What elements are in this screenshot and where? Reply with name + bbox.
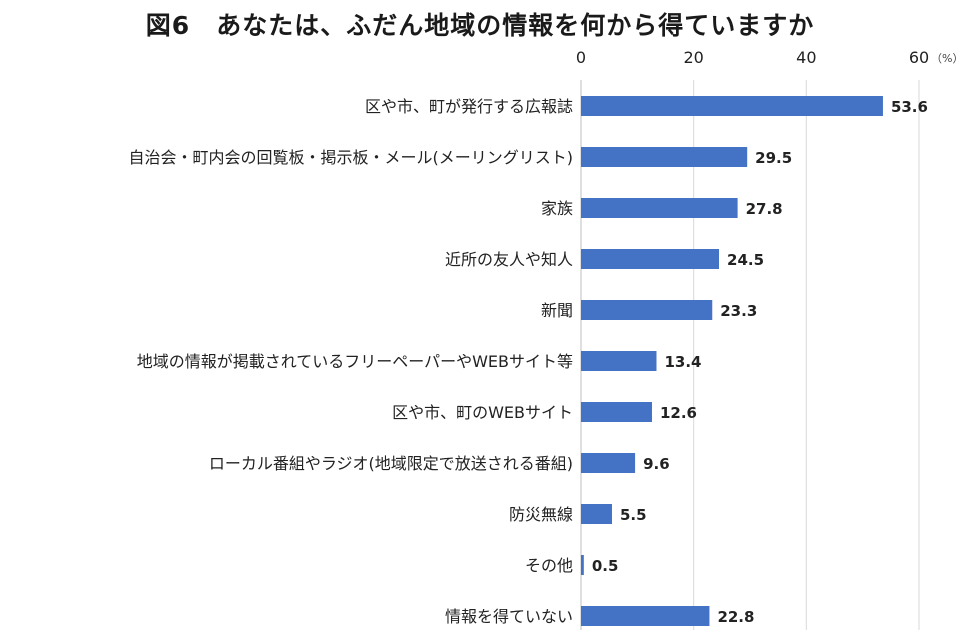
gridlines — [580, 80, 920, 630]
category-label: その他 — [525, 556, 573, 575]
x-tick-label: 40 — [796, 48, 816, 67]
value-label: 27.8 — [746, 200, 783, 218]
bar — [581, 96, 883, 116]
bar — [581, 147, 748, 167]
category-label: 防災無線 — [509, 505, 573, 524]
axis-unit-label: （%） — [931, 52, 960, 65]
category-label: 区や市、町が発行する広報誌 — [365, 97, 573, 116]
value-label: 5.5 — [620, 506, 647, 524]
value-labels: 53.6 29.5 27.8 24.5 23.3 13.4 12.6 9.6 5.5 0.5 22.… — [592, 98, 928, 626]
category-label: ローカル番組やラジオ(地域限定で放送される番組) — [209, 454, 573, 473]
value-label: 29.5 — [755, 149, 792, 167]
x-tick-label: 60 — [909, 48, 929, 67]
axis-tick-labels: 0 20 40 60（%） — [576, 48, 960, 67]
x-tick-label: 0 — [576, 48, 586, 67]
category-labels: 区や市、町が発行する広報誌自治会・町内会の回覧板・掲示板・メール(メーリングリス… — [129, 97, 574, 626]
category-label: 新聞 — [541, 301, 573, 320]
category-label: 自治会・町内会の回覧板・掲示板・メール(メーリングリスト) — [129, 148, 574, 167]
x-tick-label: 20 — [683, 48, 703, 67]
category-label: 近所の友人や知人 — [445, 250, 573, 269]
value-label: 24.5 — [727, 251, 764, 269]
bar — [581, 606, 710, 626]
value-label: 53.6 — [891, 98, 928, 116]
category-label: 区や市、町のWEBサイト — [392, 403, 573, 422]
category-label: 情報を得ていない — [445, 607, 573, 626]
bar — [581, 300, 713, 320]
bars — [581, 96, 883, 626]
bar — [581, 249, 720, 269]
bar — [581, 402, 652, 422]
category-label: 家族 — [541, 199, 573, 218]
value-label: 12.6 — [660, 404, 697, 422]
bar — [581, 351, 657, 371]
category-label: 地域の情報が掲載されているフリーペーパーやWEBサイト等 — [137, 352, 573, 371]
bar — [581, 453, 636, 473]
value-label: 13.4 — [664, 353, 701, 371]
bar — [581, 198, 738, 218]
bar — [581, 555, 584, 575]
value-label: 9.6 — [643, 455, 670, 473]
bar — [581, 504, 612, 524]
value-label: 0.5 — [592, 557, 619, 575]
value-label: 23.3 — [720, 302, 757, 320]
chart-title: 図6 あなたは、ふだん地域の情報を何から得ていますか — [145, 11, 815, 40]
value-label: 22.8 — [717, 608, 754, 626]
